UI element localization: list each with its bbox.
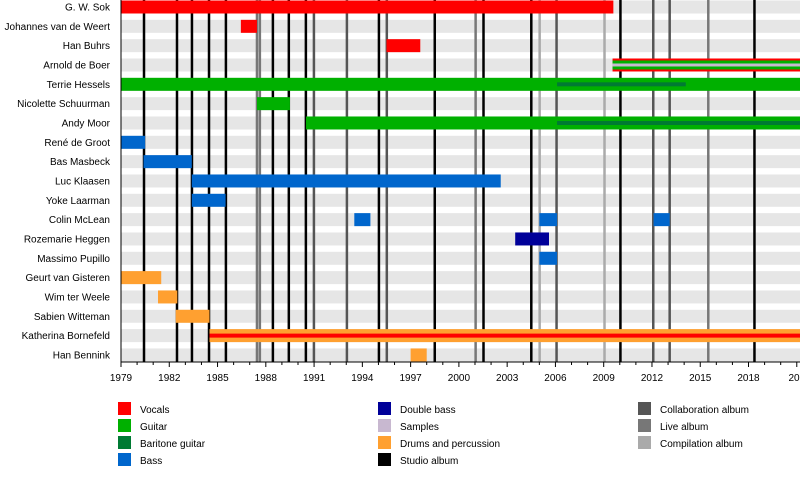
legend-label-guitar: Guitar [140, 422, 168, 433]
x-tick-label: 1982 [158, 373, 181, 384]
legend-swatch-studio [378, 453, 391, 466]
legend-swatch-baritone [118, 436, 131, 449]
row-stripe [121, 39, 800, 53]
legend-swatch-bass [118, 453, 131, 466]
bar-doublebass [515, 232, 549, 246]
bar-guitar [256, 97, 290, 111]
legend-swatch-vocals [118, 402, 131, 415]
bar-drums [158, 290, 178, 304]
legend-label-bass: Bass [140, 456, 162, 467]
bar-vocals [240, 19, 257, 33]
x-tick-label: 2003 [496, 373, 519, 384]
member-name: Han Bennink [53, 350, 111, 361]
row-stripe [121, 135, 800, 149]
member-name: Andy Moor [62, 118, 111, 129]
row-stripe [121, 97, 800, 111]
x-tick-label: 1994 [351, 373, 374, 384]
legend-label-doublebass: Double bass [400, 405, 456, 416]
bar-bass [653, 213, 670, 227]
legend-label-live: Live album [660, 422, 708, 433]
x-tick-label: 2006 [544, 373, 567, 384]
bar-samples [612, 63, 800, 67]
bar-bass [143, 155, 192, 169]
bar-baritone [557, 82, 686, 87]
legend-swatch-compilation [638, 436, 651, 449]
member-name: Sabien Witteman [34, 312, 110, 323]
bar-vocals [121, 0, 614, 14]
member-name: Luc Klaasen [55, 176, 110, 187]
legend-label-drums: Drums and percussion [400, 439, 500, 450]
row-stripe [121, 251, 800, 265]
x-tick-label: 2018 [737, 373, 760, 384]
legend-swatch-doublebass [378, 402, 391, 415]
bar-bass [191, 174, 501, 188]
bar-bass [121, 135, 146, 149]
x-tick-label: 1979 [110, 373, 133, 384]
x-tick-label: 2009 [593, 373, 616, 384]
bar-bass [354, 213, 371, 227]
x-tick-label: 1988 [255, 373, 278, 384]
member-name: Yoke Laarman [46, 196, 110, 207]
x-tick-label: 202 [788, 373, 800, 384]
row-stripe [121, 232, 800, 246]
row-stripe [121, 348, 800, 362]
member-name: Nicolette Schuurman [17, 99, 110, 110]
legend-swatch-guitar [118, 419, 131, 432]
row-stripe [121, 19, 800, 33]
member-name: Han Buhrs [63, 41, 110, 52]
bar-drums [175, 309, 210, 323]
row-stripe [121, 193, 800, 207]
x-tick-label: 1997 [399, 373, 422, 384]
bar-drums [410, 348, 427, 362]
member-name: G. W. Sok [65, 3, 111, 14]
x-tick-label: 1991 [303, 373, 326, 384]
legend-swatch-collab [638, 402, 651, 415]
row-stripe [121, 290, 800, 304]
legend-swatch-samples [378, 419, 391, 432]
bar-vocals [209, 333, 800, 338]
row-stripe [121, 309, 800, 323]
member-name: Massimo Pupillo [37, 254, 110, 265]
member-name: Katherina Bornefeld [22, 331, 110, 342]
row-stripe [121, 213, 800, 227]
bar-drums [121, 271, 162, 285]
member-name: René de Groot [44, 138, 110, 149]
member-name: Bas Masbeck [50, 157, 111, 168]
x-tick-label: 2015 [689, 373, 712, 384]
legend-swatch-live [638, 419, 651, 432]
bar-vocals [386, 39, 421, 53]
legend-label-samples: Samples [400, 422, 439, 433]
x-tick-label: 1985 [206, 373, 229, 384]
member-name: Wim ter Weele [45, 292, 111, 303]
x-tick-label: 2000 [448, 373, 471, 384]
x-tick-label: 2012 [641, 373, 664, 384]
legend-label-studio: Studio album [400, 456, 458, 467]
legend-label-collab: Collaboration album [660, 405, 749, 416]
row-stripe [121, 155, 800, 169]
legend-label-compilation: Compilation album [660, 439, 743, 450]
member-name: Arnold de Boer [43, 60, 110, 71]
member-name: Johannes van de Weert [5, 22, 111, 33]
bar-bass [539, 251, 558, 265]
bar-guitar [121, 77, 800, 91]
member-name: Rozemarie Heggen [24, 234, 110, 245]
member-name: Terrie Hessels [47, 80, 110, 91]
row-stripe [121, 271, 800, 285]
legend-swatch-drums [378, 436, 391, 449]
bar-bass [191, 193, 226, 207]
bar-baritone [557, 120, 800, 125]
member-name: Geurt van Gisteren [26, 273, 110, 284]
legend-label-vocals: Vocals [140, 405, 169, 416]
member-name: Colin McLean [49, 215, 110, 226]
legend-label-baritone: Baritone guitar [140, 439, 206, 450]
bar-guitar [306, 116, 800, 130]
bar-bass [539, 213, 558, 227]
